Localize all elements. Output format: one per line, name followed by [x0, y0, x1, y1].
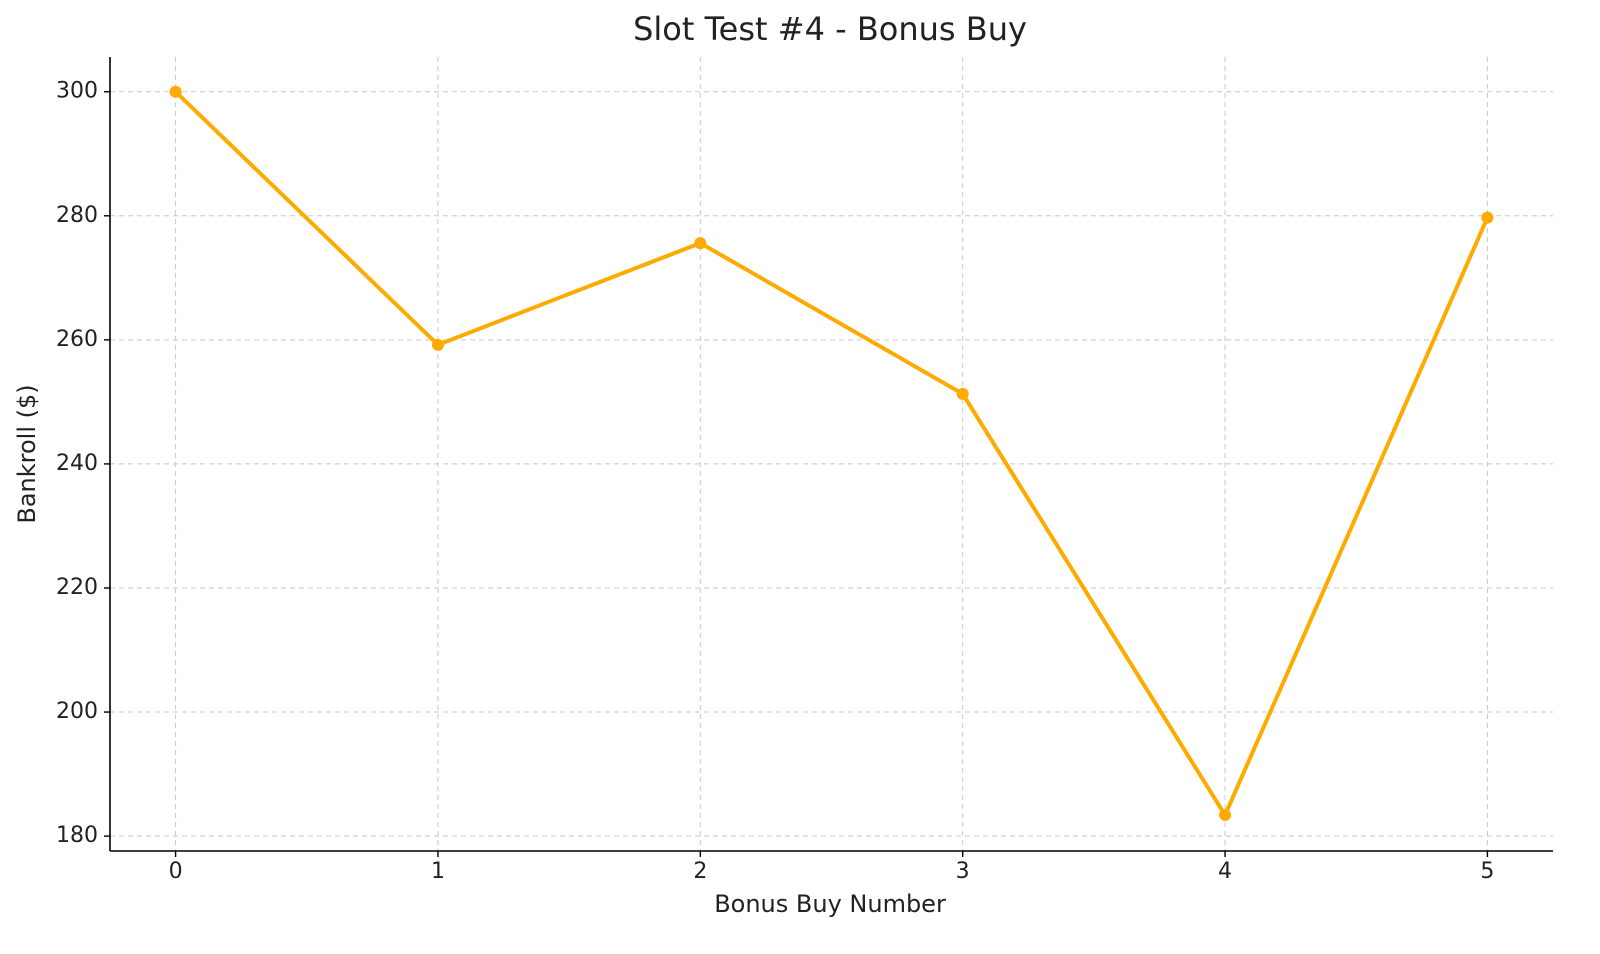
y-tick-label: 240 — [56, 451, 98, 476]
y-tick-label: 300 — [56, 79, 98, 104]
y-tick-label: 200 — [56, 699, 98, 724]
x-axis-label: Bonus Buy Number — [714, 890, 946, 918]
point — [694, 237, 707, 250]
point — [431, 338, 444, 351]
x-tick-label: 5 — [1480, 859, 1494, 884]
x-tick-label: 0 — [169, 859, 183, 884]
line — [174, 90, 1490, 818]
y-axis-label: Bankroll ($) — [13, 384, 41, 523]
point — [1219, 809, 1232, 822]
chart-title: Slot Test #4 - Bonus Buy — [633, 10, 1027, 48]
y-tick-label: 280 — [56, 203, 98, 228]
point — [169, 85, 182, 98]
x-tick-label: 4 — [1218, 859, 1232, 884]
point — [956, 387, 969, 400]
x-tick-label: 3 — [956, 859, 970, 884]
y-tick-label: 220 — [56, 575, 98, 600]
x-tick-label: 1 — [431, 859, 445, 884]
y-tick-label: 260 — [56, 327, 98, 352]
y-tick-label: 180 — [56, 823, 98, 848]
x-tick-label: 2 — [693, 859, 707, 884]
point — [1481, 211, 1494, 224]
